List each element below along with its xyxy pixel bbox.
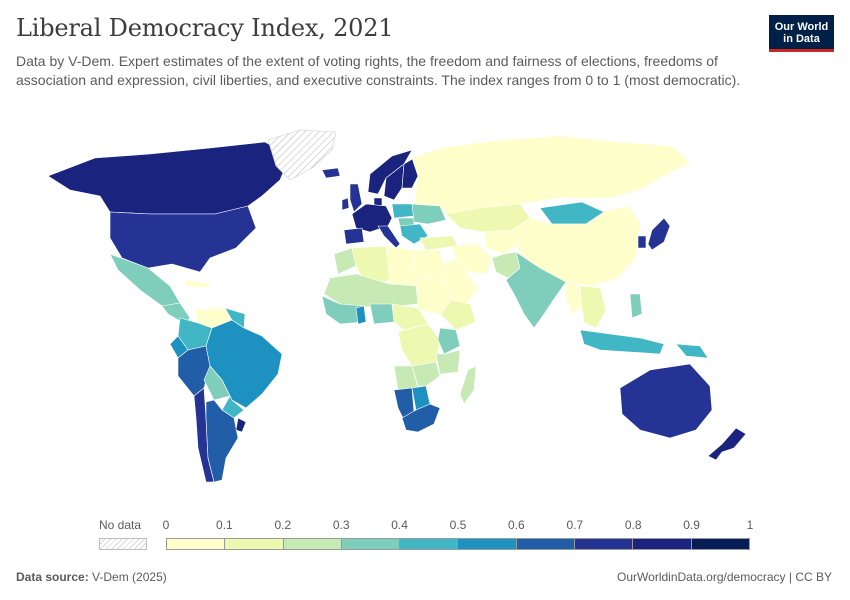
region-united-states[interactable] — [109, 205, 257, 273]
legend-bin-4[interactable] — [400, 538, 459, 550]
region-papua-new-guinea[interactable] — [675, 343, 709, 359]
region-paraguay[interactable] — [221, 395, 245, 419]
legend-bin-0[interactable] — [166, 538, 226, 550]
legend-tick: 0.9 — [683, 518, 700, 532]
region-bolivia[interactable] — [203, 365, 231, 401]
legend-bin-2[interactable] — [283, 538, 342, 550]
legend-bin-3[interactable] — [341, 538, 401, 550]
region-dr-congo[interactable] — [397, 323, 441, 367]
region-ethiopia[interactable] — [439, 299, 477, 331]
legend-tick: 0.2 — [274, 518, 292, 532]
region-united-kingdom[interactable] — [349, 183, 363, 213]
map-legend: No data 0 0.1 0.2 0.3 0.4 0.5 0.6 0.7 0.8 0.9 1 — [0, 516, 850, 556]
region-uruguay[interactable] — [235, 417, 247, 433]
region-russia[interactable] — [411, 135, 691, 215]
legend-bin-9[interactable] — [691, 538, 750, 550]
no-data-label: No data — [99, 518, 142, 532]
region-tanzania[interactable] — [435, 349, 461, 375]
legend-tick: 0.3 — [332, 518, 350, 532]
legend-tick: 0.8 — [624, 518, 642, 532]
no-data-swatch — [99, 538, 147, 550]
region-philippines[interactable] — [629, 293, 643, 319]
region-south-korea[interactable] — [637, 235, 647, 249]
legend-bin-1[interactable] — [225, 538, 284, 550]
region-sweden[interactable] — [383, 163, 405, 201]
region-egypt[interactable] — [413, 249, 445, 279]
region-afghanistan[interactable] — [483, 229, 521, 255]
region-new-zealand[interactable] — [707, 427, 747, 461]
attribution-link[interactable]: OurWorldinData.org/democracy | CC BY — [617, 570, 832, 584]
region-japan[interactable] — [647, 217, 671, 251]
world-map[interactable] — [0, 118, 850, 520]
region-myanmar[interactable] — [565, 281, 583, 315]
region-madagascar[interactable] — [459, 365, 477, 405]
region-libya[interactable] — [385, 245, 417, 287]
legend-bin-6[interactable] — [516, 538, 576, 550]
data-source-label: Data source: — [16, 570, 89, 584]
region-argentina[interactable] — [205, 399, 239, 483]
page-subtitle: Data by V-Dem. Expert estimates of the e… — [16, 53, 741, 88]
region-zambia[interactable] — [411, 361, 441, 387]
region-indonesia[interactable] — [579, 329, 665, 355]
legend-tick: 0.6 — [508, 518, 525, 532]
region-spain[interactable] — [343, 227, 365, 245]
data-source-value[interactable]: V-Dem (2025) — [92, 570, 167, 584]
legend-tick: 0.5 — [449, 518, 467, 532]
legend-bin-7[interactable] — [575, 538, 634, 550]
region-cuba[interactable] — [184, 279, 213, 289]
region-ireland[interactable] — [341, 197, 350, 211]
logo-line-1: Our World — [774, 21, 829, 33]
legend-bin-8[interactable] — [633, 538, 692, 550]
legend-tick: 0.7 — [566, 518, 584, 532]
legend-tick: 0 — [162, 518, 170, 532]
legend-tick: 1 — [746, 518, 754, 532]
region-india[interactable] — [505, 251, 567, 329]
legend-tick: 0.4 — [391, 518, 408, 532]
region-italy[interactable] — [377, 225, 401, 249]
logo-line-2: in Data — [783, 33, 820, 45]
region-kenya[interactable] — [437, 327, 461, 355]
page-title: Liberal Democracy Index, 2021 — [16, 14, 394, 42]
region-nigeria[interactable] — [369, 303, 395, 325]
region-greenland[interactable] — [267, 129, 337, 181]
region-iceland[interactable] — [321, 167, 341, 179]
legend-bin-5[interactable] — [458, 538, 517, 550]
data-source: Data source: V-Dem (2025) — [16, 570, 167, 584]
region-southeast-asia-mainland[interactable] — [579, 285, 607, 329]
color-scale[interactable] — [166, 538, 750, 550]
legend-tick: 0.1 — [216, 518, 233, 532]
region-australia[interactable] — [619, 363, 713, 439]
region-poland[interactable] — [391, 203, 415, 219]
region-south-africa[interactable] — [401, 403, 441, 433]
region-ghana[interactable] — [355, 305, 367, 325]
region-canada[interactable] — [47, 141, 291, 215]
owid-logo[interactable]: Our World in Data — [769, 15, 834, 52]
